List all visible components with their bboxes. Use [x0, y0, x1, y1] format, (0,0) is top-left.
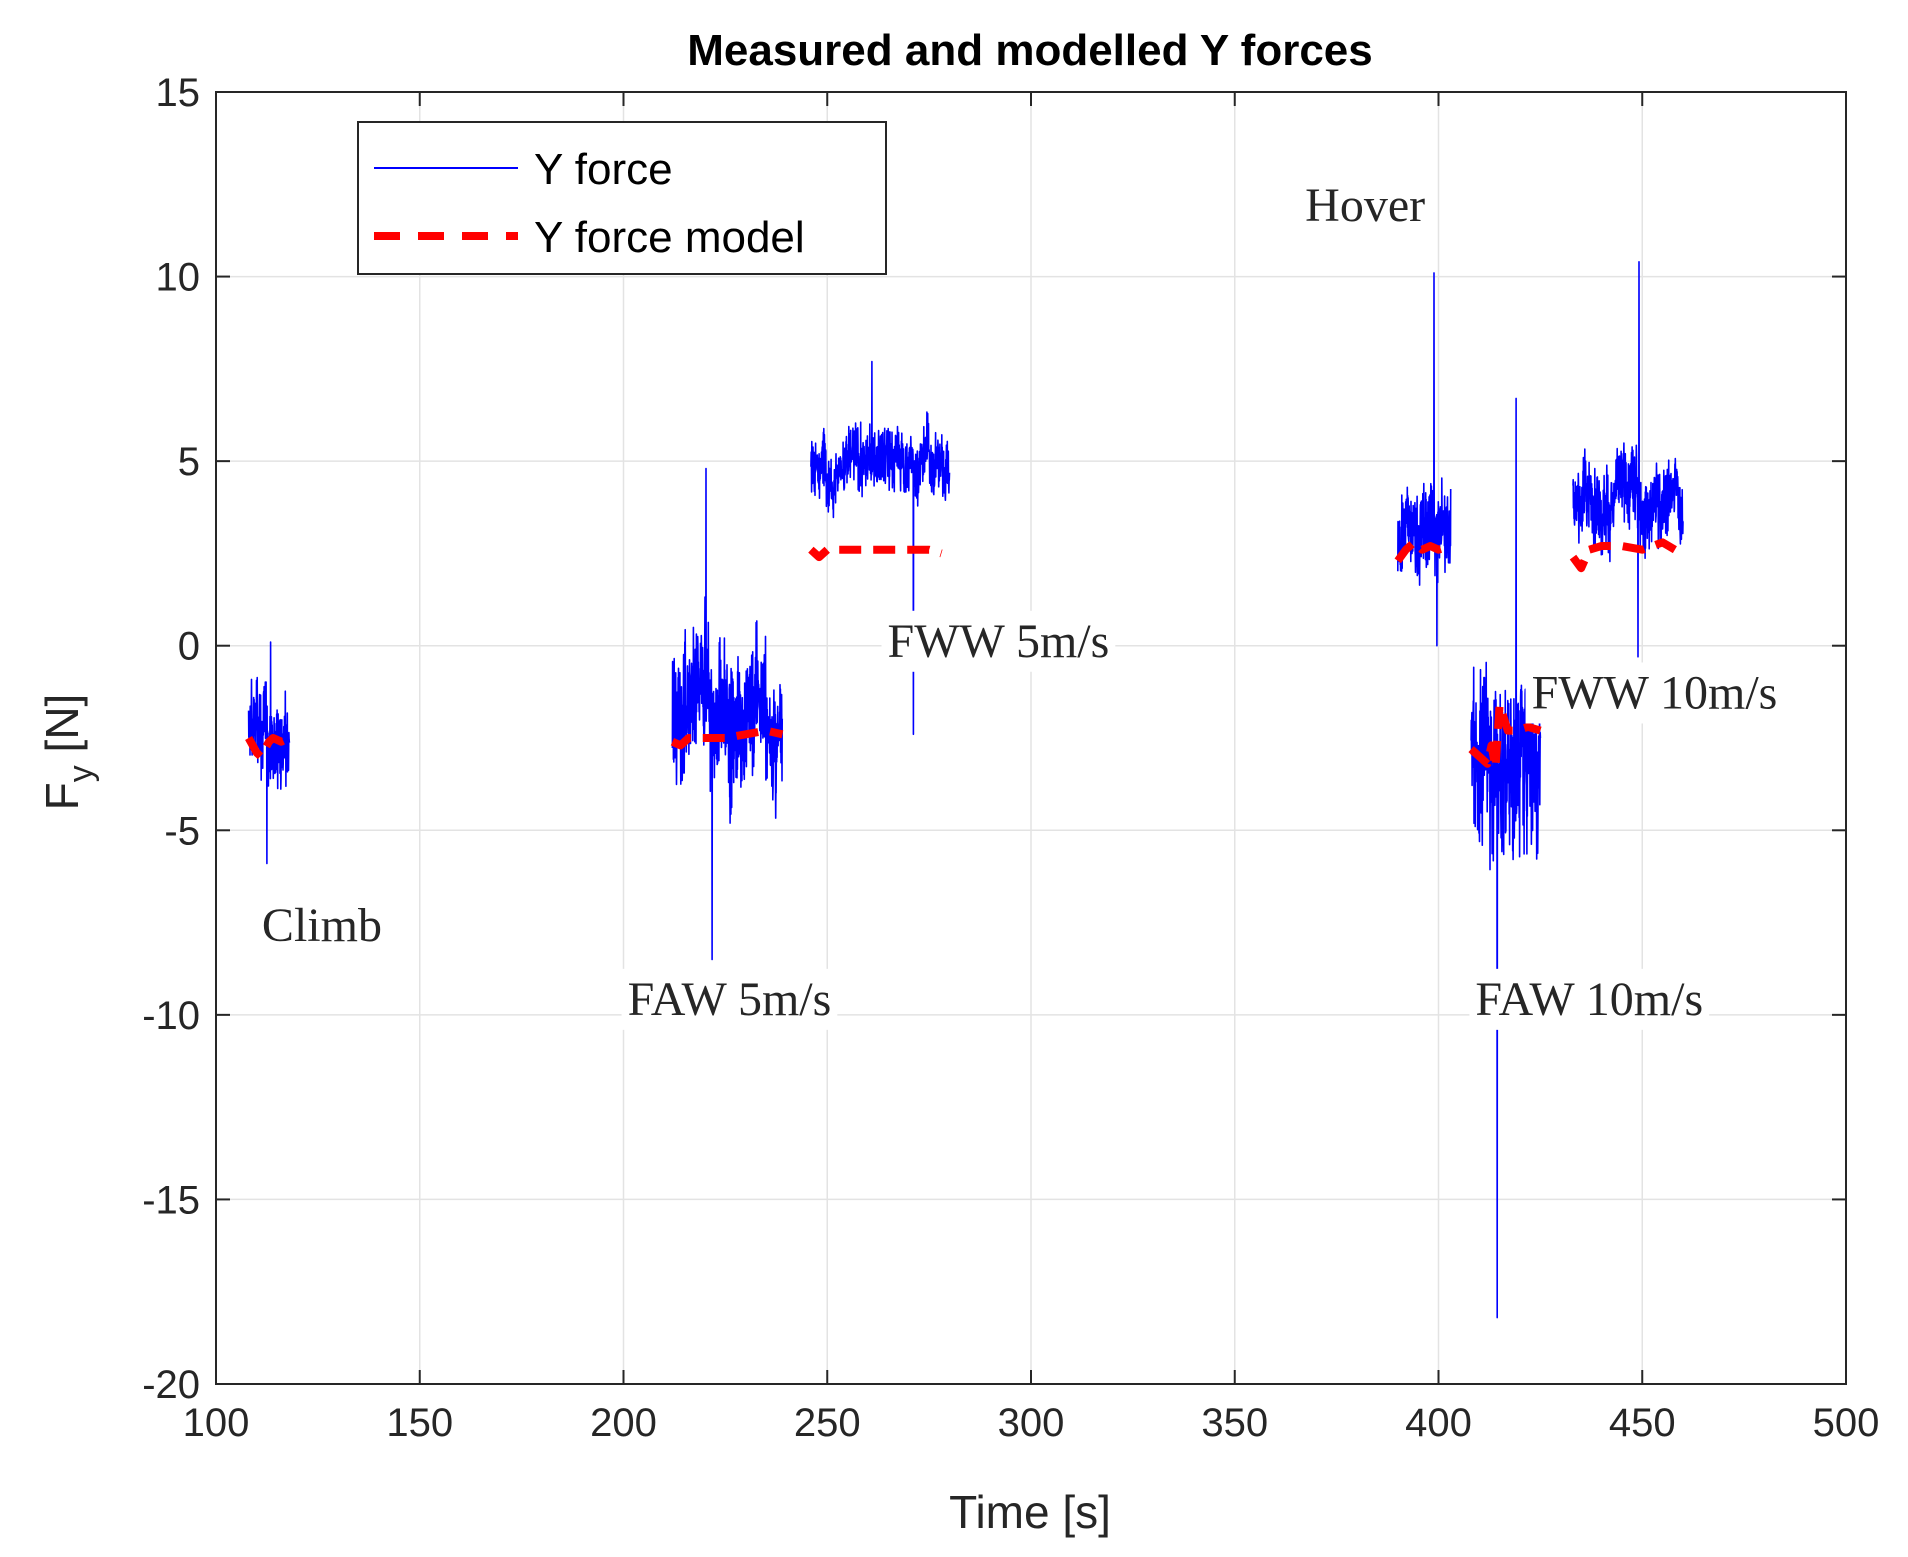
- x-tick-label: 300: [998, 1401, 1065, 1445]
- y-axis-label-sub: y: [62, 765, 100, 782]
- x-axis-label: Time [s]: [949, 1486, 1111, 1538]
- y-tick-label: 10: [156, 256, 201, 300]
- y-force-model-line-4: [1468, 700, 1542, 772]
- legend-label: Y force: [534, 145, 673, 194]
- annotation-label: FAW 10m/s: [1475, 973, 1703, 1026]
- annotation-background: [881, 610, 1116, 672]
- legend: Y force Y force model: [357, 121, 887, 275]
- y-force-line-fww-10m-s: [1572, 260, 1684, 658]
- y-force-model-line-0: [245, 734, 292, 761]
- annotation-background: [1525, 662, 1784, 724]
- x-tick-label: 150: [386, 1401, 453, 1445]
- y-force-line-hover: [1397, 272, 1452, 647]
- x-tick-label: 400: [1405, 1401, 1472, 1445]
- annotation-label: Hover: [1305, 179, 1425, 232]
- y-tick-label: 5: [178, 440, 200, 484]
- y-force-line-faw-5m-s: [671, 467, 784, 961]
- y-axis-label-main: F: [36, 782, 88, 810]
- annotations: Climb FAW 5m/s FWW 5m/s Hover FAW 10m/s FWW 1…: [255, 175, 1784, 1030]
- y-force-line-faw-10m-s: [1470, 397, 1542, 1319]
- annotation-label: Climb: [262, 899, 382, 952]
- series-layer: [245, 260, 1684, 1319]
- y-force-model-line-3: [1394, 538, 1452, 564]
- y-axis-label-unit: [N]: [36, 694, 88, 766]
- annotation-background: [255, 895, 388, 957]
- y-tick-label: -15: [142, 1178, 200, 1222]
- y-tick-label: -5: [164, 809, 200, 853]
- x-tick-label: 350: [1201, 1401, 1268, 1445]
- x-tick-label: 200: [590, 1401, 657, 1445]
- annotation-background: [621, 968, 838, 1030]
- annotation-label: FWW 10m/s: [1532, 666, 1778, 719]
- y-tick-label: 0: [178, 625, 200, 669]
- y-axis-label: Fy [N]: [36, 694, 100, 811]
- chart-title: Measured and modelled Y forces: [687, 26, 1373, 75]
- legend-box: [357, 121, 887, 275]
- annotation-label: FAW 5m/s: [628, 973, 832, 1026]
- ticks: 100 150 200 250 300 350 400 450 500 -20 -15 -10 -5 0 5…: [142, 71, 1879, 1445]
- legend-label: Y force model: [534, 213, 805, 262]
- y-force-line-fww-5m-s: [810, 360, 951, 736]
- y-force-model-line-1: [670, 726, 784, 750]
- x-tick-label: 100: [183, 1401, 250, 1445]
- x-tick-label: 450: [1609, 1401, 1676, 1445]
- x-tick-label: 250: [794, 1401, 861, 1445]
- x-tick-label: 500: [1813, 1401, 1880, 1445]
- annotation-label: FWW 5m/s: [888, 615, 1110, 668]
- y-tick-label: -20: [142, 1363, 200, 1407]
- annotation-background: [1299, 175, 1432, 237]
- annotation-background: [1469, 968, 1710, 1030]
- y-force-model-line-2: [808, 545, 943, 562]
- y-tick-label: -10: [142, 994, 200, 1038]
- y-tick-label: 15: [156, 71, 201, 115]
- y-force-model-line-5: [1569, 538, 1677, 573]
